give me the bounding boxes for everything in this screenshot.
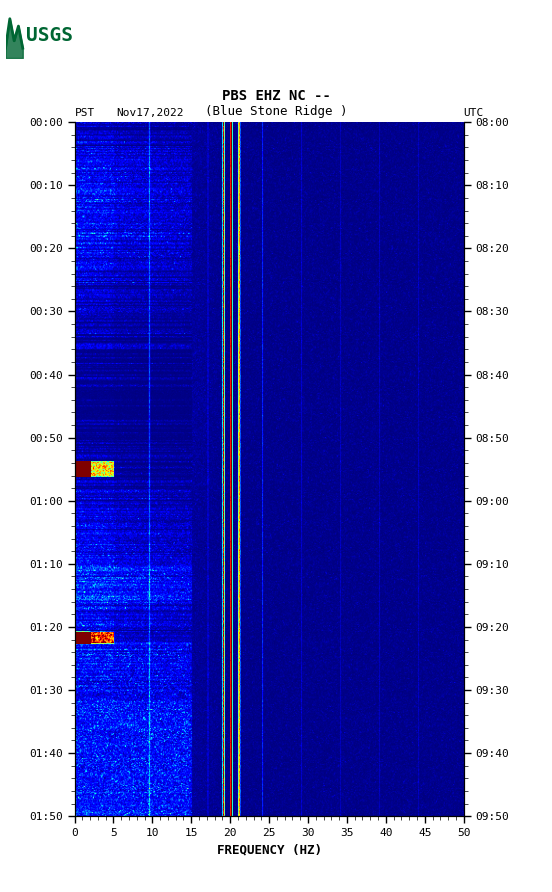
Text: Nov17,2022: Nov17,2022 xyxy=(116,108,183,118)
Text: PBS EHZ NC --: PBS EHZ NC -- xyxy=(221,89,331,103)
X-axis label: FREQUENCY (HZ): FREQUENCY (HZ) xyxy=(216,844,322,856)
Text: PST: PST xyxy=(75,108,95,118)
Text: (Blue Stone Ridge ): (Blue Stone Ridge ) xyxy=(205,104,347,118)
Text: USGS: USGS xyxy=(25,27,73,45)
Text: UTC: UTC xyxy=(464,108,484,118)
